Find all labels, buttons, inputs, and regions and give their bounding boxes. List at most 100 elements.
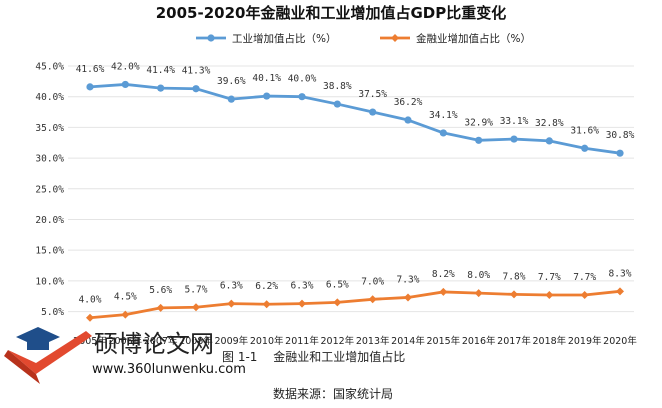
legend-label: 金融业增加值占比（%） [416, 32, 531, 45]
data-point [475, 136, 483, 144]
data-label: 8.2% [432, 269, 455, 280]
data-point [368, 295, 377, 304]
series-0: 41.6% 42.0% 41.4% 41.3% 39.6% 40.1% 40.0% 38.8%… [76, 61, 635, 157]
data-label: 7.0% [361, 276, 384, 287]
y-tick-label: 20.0% [35, 215, 64, 226]
data-point [86, 83, 94, 91]
data-point [156, 303, 165, 312]
legend: 工业增加值占比（%） 金融业增加值占比（%） [196, 32, 531, 45]
y-tick-label: 15.0% [35, 246, 64, 257]
data-label: 40.1% [252, 73, 281, 84]
data-point [404, 116, 412, 124]
legend-item: 工业增加值占比（%） [196, 32, 336, 45]
data-label: 8.3% [609, 268, 632, 279]
legend-label: 工业增加值占比（%） [232, 32, 336, 45]
data-label: 41.6% [76, 64, 105, 75]
data-point [298, 93, 306, 101]
data-point [298, 299, 306, 308]
figure-caption: 图 1-1 金融业和工业增加值占比 [222, 349, 405, 364]
x-axis: 2005年 2006年 2007年 2008年 2009年 2010年 2011年 2012年… [73, 335, 637, 347]
data-point [157, 84, 165, 92]
data-point [616, 287, 624, 296]
y-tick-label: 25.0% [35, 184, 64, 195]
data-point [262, 300, 271, 309]
data-point [121, 310, 130, 319]
x-tick-label: 2012年 [320, 335, 354, 347]
data-label: 41.3% [182, 66, 211, 77]
data-point [580, 291, 589, 300]
x-tick-label: 2011年 [285, 335, 319, 347]
data-source: 数据来源：国家统计局 [273, 386, 393, 401]
y-tick-label: 10.0% [35, 276, 64, 287]
x-tick-label: 2006年 [108, 335, 142, 347]
data-label: 4.0% [79, 295, 102, 306]
x-tick-label: 2017年 [497, 335, 531, 347]
series-group: 41.6% 42.0% 41.4% 41.3% 39.6% 40.1% 40.0% 38.8%… [76, 61, 635, 322]
data-label: 32.8% [535, 118, 564, 129]
x-tick-label: 2018年 [532, 335, 566, 347]
y-tick-label: 45.0% [35, 62, 64, 73]
data-point [545, 137, 553, 145]
data-point [439, 129, 447, 137]
data-label: 5.6% [149, 285, 172, 296]
x-tick-label: 2007年 [144, 335, 178, 347]
y-axis: 5.0% 10.0% 15.0% 20.0% 25.0% 30.0% 35.0% 40.0% 4… [35, 62, 64, 319]
data-label: 32.9% [464, 117, 493, 128]
series-line [89, 289, 621, 320]
x-tick-label: 2008年 [179, 335, 213, 347]
data-point [192, 85, 200, 93]
data-point [121, 80, 129, 89]
x-tick-label: 2009年 [214, 335, 248, 347]
data-point [227, 299, 236, 308]
x-tick-label: 2015年 [426, 335, 460, 347]
legend-marker [391, 34, 399, 42]
x-tick-label: 2020年 [603, 335, 637, 347]
data-label: 8.0% [467, 270, 490, 281]
data-point [263, 92, 271, 100]
y-tick-label: 40.0% [35, 92, 64, 103]
data-point [439, 287, 448, 296]
series-line [89, 83, 621, 155]
y-tick-label: 35.0% [35, 123, 64, 134]
x-tick-label: 2010年 [250, 335, 284, 347]
data-point [404, 293, 412, 302]
chart-title: 2005-2020年金融业和工业增加值占GDP比重变化 [156, 4, 506, 22]
data-point [616, 149, 624, 157]
data-label: 41.4% [146, 65, 175, 76]
watermark: 硕博论文网 www.360lunwenku.com [4, 327, 246, 384]
y-tick-label: 5.0% [41, 307, 64, 318]
legend-item: 金融业增加值占比（%） [380, 32, 531, 45]
data-label: 39.6% [217, 76, 246, 87]
data-label: 7.3% [397, 274, 420, 285]
data-point [333, 100, 341, 108]
series-1: 4.0% 4.5% 5.6% 5.7% 6.3% 6.2% 6.3% 6.5% 7.0% 7.3%… [79, 268, 632, 322]
data-label: 31.6% [570, 125, 599, 136]
data-label: 30.8% [606, 130, 635, 141]
data-label: 42.0% [111, 61, 140, 72]
data-label: 40.0% [288, 74, 317, 85]
data-point [474, 289, 483, 298]
x-tick-label: 2019年 [568, 335, 602, 347]
data-label: 5.7% [185, 284, 208, 295]
data-label: 7.8% [503, 271, 526, 282]
data-point [227, 95, 235, 103]
watermark-url: www.360lunwenku.com [92, 362, 246, 377]
y-tick-label: 30.0% [35, 154, 64, 165]
data-point [545, 291, 554, 300]
data-point [192, 303, 200, 312]
data-label: 6.5% [326, 279, 349, 290]
gridlines [68, 65, 634, 313]
data-label: 33.1% [500, 116, 529, 127]
data-point [86, 313, 94, 322]
watermark-brand: 硕博论文网 [94, 330, 214, 358]
x-tick-label: 2014年 [391, 335, 425, 347]
data-point [510, 290, 518, 299]
data-point [581, 144, 589, 152]
data-label: 37.5% [358, 89, 387, 100]
data-label: 6.3% [220, 281, 243, 292]
data-label: 38.8% [323, 81, 352, 92]
data-point [369, 108, 377, 116]
data-label: 36.2% [394, 97, 423, 108]
data-label: 7.7% [538, 272, 561, 283]
